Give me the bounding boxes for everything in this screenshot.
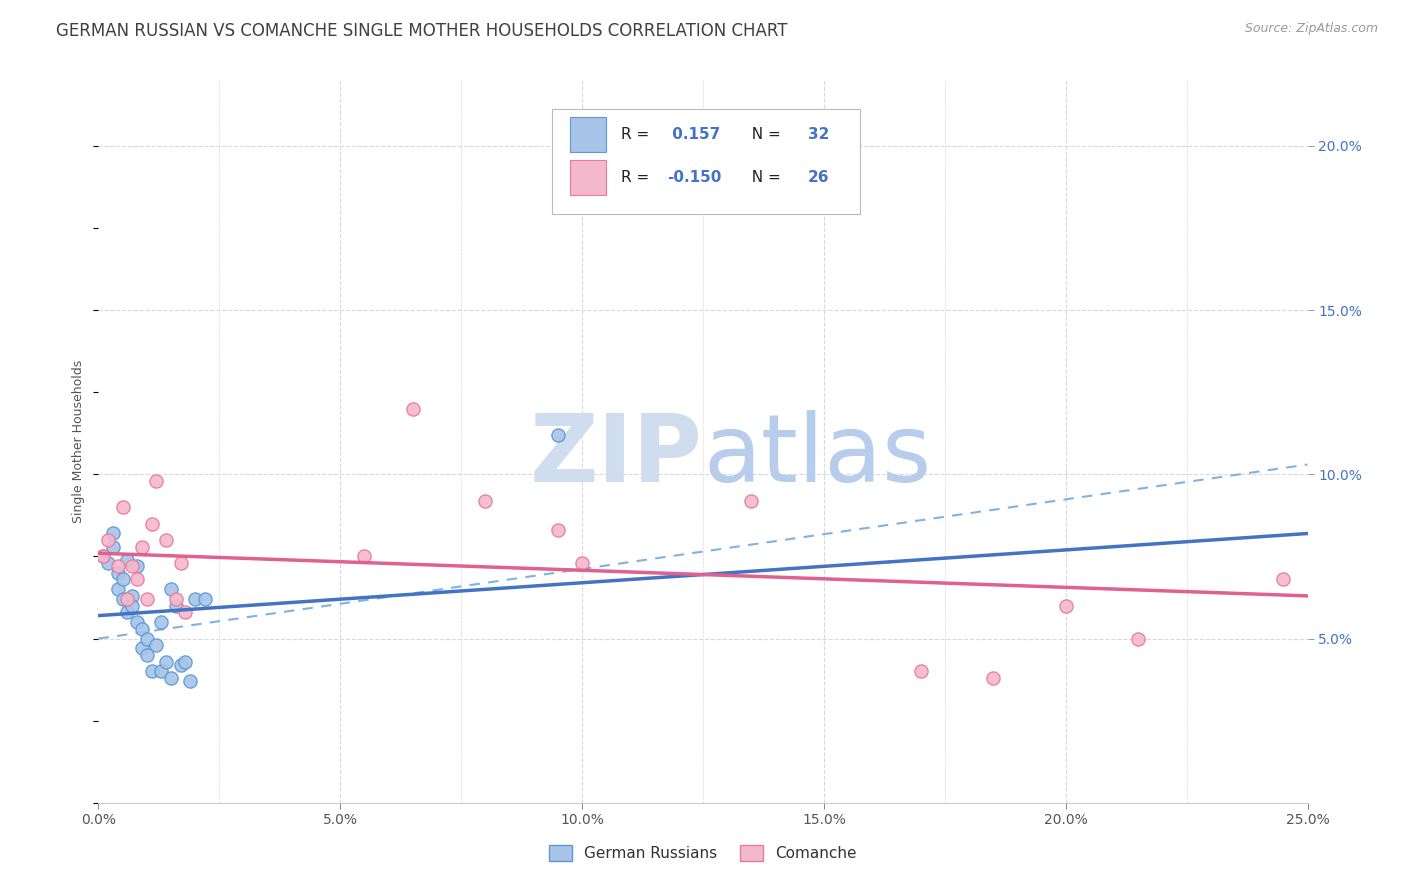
Point	[121, 589, 143, 603]
Point	[127, 559, 149, 574]
Point	[131, 540, 153, 554]
Text: 0.157: 0.157	[666, 127, 720, 142]
Point	[121, 599, 143, 613]
Point	[111, 500, 134, 515]
Point	[141, 665, 163, 679]
Point	[169, 556, 191, 570]
Point	[194, 592, 217, 607]
Point	[179, 674, 201, 689]
Point	[184, 592, 207, 607]
Point	[107, 559, 129, 574]
Point	[547, 523, 569, 537]
Point	[165, 592, 187, 607]
Point	[174, 605, 197, 619]
Point	[101, 526, 124, 541]
Point	[135, 592, 157, 607]
Point	[107, 582, 129, 597]
FancyBboxPatch shape	[551, 109, 860, 214]
Point	[97, 533, 120, 547]
Point	[155, 533, 177, 547]
Text: 32: 32	[808, 127, 830, 142]
Point	[1054, 599, 1077, 613]
Point	[117, 592, 139, 607]
Point	[135, 648, 157, 662]
Point	[127, 615, 149, 630]
Text: -0.150: -0.150	[666, 170, 721, 186]
Point	[547, 428, 569, 442]
Point	[474, 493, 496, 508]
Point	[107, 566, 129, 580]
Point	[117, 605, 139, 619]
Point	[131, 641, 153, 656]
FancyBboxPatch shape	[569, 117, 606, 152]
Point	[353, 549, 375, 564]
Point	[174, 655, 197, 669]
Text: ZIP: ZIP	[530, 410, 703, 502]
Point	[121, 559, 143, 574]
Point	[127, 573, 149, 587]
Text: atlas: atlas	[703, 410, 931, 502]
Text: Source: ZipAtlas.com: Source: ZipAtlas.com	[1244, 22, 1378, 36]
Point	[160, 582, 183, 597]
Point	[910, 665, 932, 679]
Text: GERMAN RUSSIAN VS COMANCHE SINGLE MOTHER HOUSEHOLDS CORRELATION CHART: GERMAN RUSSIAN VS COMANCHE SINGLE MOTHER…	[56, 22, 787, 40]
Point	[97, 556, 120, 570]
Point	[169, 657, 191, 672]
Point	[135, 632, 157, 646]
Point	[141, 516, 163, 531]
Point	[150, 615, 173, 630]
Point	[1128, 632, 1150, 646]
Point	[1272, 573, 1295, 587]
Point	[402, 401, 425, 416]
Point	[117, 553, 139, 567]
Point	[740, 493, 762, 508]
Y-axis label: Single Mother Households: Single Mother Households	[72, 359, 86, 524]
Point	[111, 573, 134, 587]
Point	[91, 549, 114, 564]
Legend: German Russians, Comanche: German Russians, Comanche	[543, 839, 863, 867]
Point	[91, 549, 114, 564]
Text: R =: R =	[621, 127, 654, 142]
Text: R =: R =	[621, 170, 654, 186]
Text: N =: N =	[742, 170, 786, 186]
FancyBboxPatch shape	[569, 161, 606, 195]
Point	[165, 599, 187, 613]
Point	[101, 540, 124, 554]
Text: 26: 26	[808, 170, 830, 186]
Text: N =: N =	[742, 127, 786, 142]
Point	[571, 556, 593, 570]
Point	[150, 665, 173, 679]
Point	[111, 592, 134, 607]
Point	[160, 671, 183, 685]
Point	[145, 474, 167, 488]
Point	[131, 622, 153, 636]
Point	[145, 638, 167, 652]
Point	[981, 671, 1004, 685]
Point	[155, 655, 177, 669]
